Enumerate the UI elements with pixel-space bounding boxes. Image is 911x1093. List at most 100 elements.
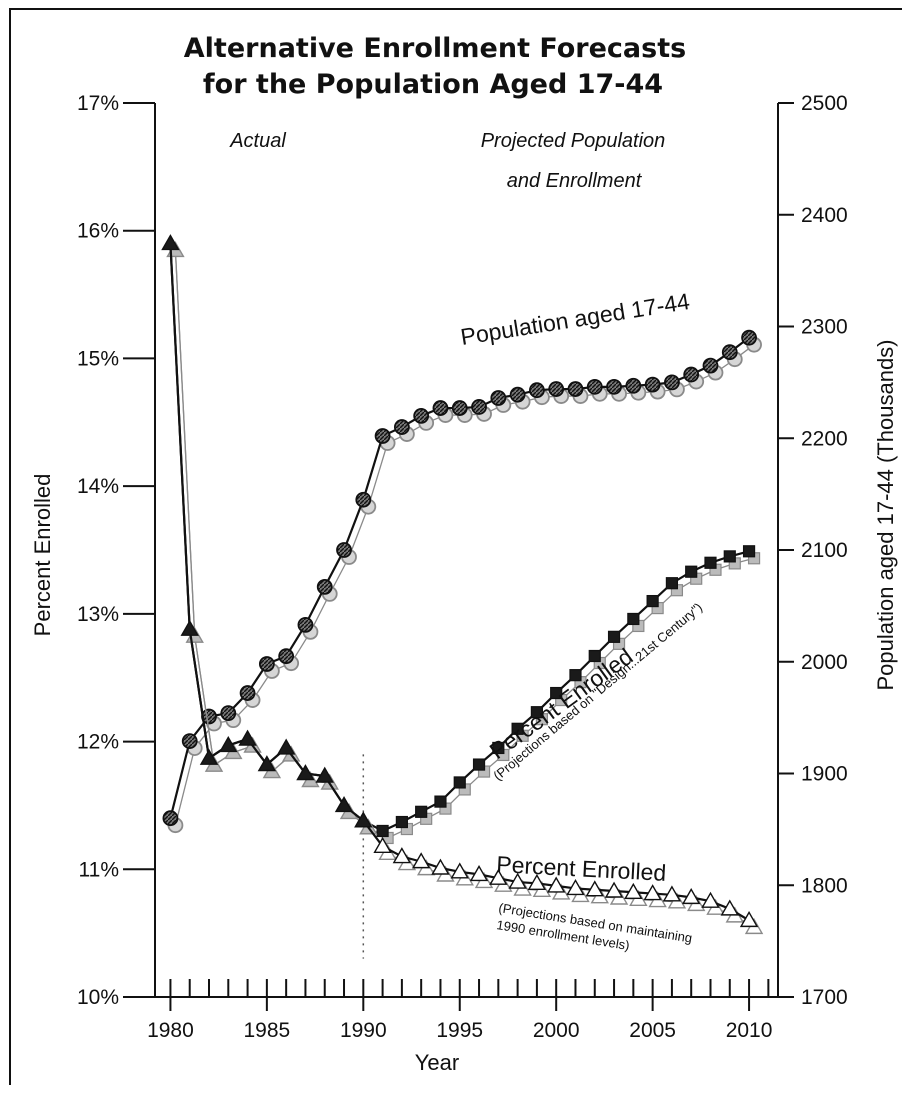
population-point: [586, 378, 603, 395]
design-point: [376, 824, 389, 838]
series-population: [162, 329, 757, 827]
design-point: [588, 649, 601, 663]
population-point: [258, 656, 275, 672]
y-right-tick-label: 2000: [801, 651, 848, 674]
y-left-tick-label: 10%: [77, 986, 119, 1009]
population-point: [432, 400, 449, 416]
population-point: [509, 386, 526, 403]
design-point: [685, 565, 698, 578]
region-label-projected-2: and Enrollment: [507, 170, 643, 192]
maintain-point: [681, 887, 701, 905]
maintain-point: [199, 748, 219, 765]
design-point: [395, 815, 408, 829]
y-right-tick-label: 2100: [801, 539, 848, 562]
maintain-point: [701, 891, 720, 908]
x-tick-label: 2010: [726, 1019, 773, 1042]
region-label-actual: Actual: [229, 130, 286, 152]
population-point: [278, 648, 295, 665]
design-point: [723, 550, 736, 563]
population-point: [683, 366, 700, 383]
y-right-tick-label: 1900: [801, 763, 848, 786]
maintain-point: [739, 910, 759, 928]
region-label-projected-1: Projected Population: [481, 130, 666, 152]
x-tick-label: 2000: [533, 1019, 580, 1042]
design-point: [472, 758, 486, 771]
design-point: [742, 545, 756, 558]
y-axis-left-label: Percent Enrolled: [30, 474, 55, 637]
population-point: [413, 407, 430, 424]
maintain-point: [219, 735, 238, 753]
maintain-point: [315, 766, 334, 783]
maintain-point: [624, 882, 643, 899]
y-left-tick-label: 17%: [77, 92, 119, 115]
maintain-point: [392, 847, 412, 864]
design-point: [415, 805, 428, 818]
maintain-point: [508, 872, 527, 889]
design-point: [530, 706, 544, 719]
annotation-design-percent-enrolled: Percent Enrolled: [485, 643, 638, 764]
maintain-point: [489, 868, 508, 885]
design-point: [569, 669, 582, 682]
y-left-tick-label: 13%: [77, 603, 119, 626]
maintain-point: [546, 876, 566, 893]
axes: 10% 11% 12% 13% 14% 15% 16% 17% 1700 1800 1900 2000…: [77, 92, 848, 1042]
maintain-point: [276, 738, 296, 755]
maintain-point: [161, 234, 180, 251]
population-point: [548, 381, 565, 397]
population-point: [721, 344, 738, 361]
design-point: [453, 776, 466, 789]
figure-frame: [9, 8, 902, 1085]
maintain-point: [334, 796, 354, 813]
y-axis-right-label: Population aged 17-44 (Thousands): [873, 339, 898, 690]
y-left-tick-label: 11%: [79, 858, 119, 881]
design-point: [492, 741, 505, 755]
series-layer: [161, 234, 764, 935]
maintain-point: [238, 729, 257, 746]
y-left-tick-label: 14%: [77, 475, 119, 498]
population-point: [181, 733, 198, 749]
population-point: [644, 376, 661, 393]
x-tick-label: 1990: [340, 1019, 387, 1042]
design-point: [434, 795, 447, 808]
chart-subtitle: for the Population Aged 17-44: [203, 69, 663, 100]
population-point: [374, 428, 391, 444]
design-point: [607, 630, 621, 643]
y-left-tick-label: 12%: [77, 731, 119, 754]
x-axis-label: Year: [415, 1050, 459, 1075]
maintain-point: [643, 884, 662, 901]
y-right-tick-label: 2400: [801, 204, 848, 227]
population-point: [162, 810, 179, 827]
population-point: [393, 419, 410, 435]
maintain-point: [662, 885, 682, 902]
maintain-point: [604, 881, 624, 898]
population-point: [490, 390, 507, 406]
population-point: [355, 491, 372, 508]
design-point: [665, 577, 679, 590]
population-point: [702, 357, 719, 374]
y-right-tick-label: 2200: [801, 427, 848, 450]
maintain-point: [450, 862, 469, 879]
population-point: [741, 329, 757, 346]
y-right-tick-label: 1700: [801, 986, 848, 1009]
population-point: [567, 381, 584, 397]
maintain-point: [469, 864, 489, 882]
population-point: [297, 616, 314, 633]
maintain-point: [431, 858, 450, 875]
maintain-point: [180, 619, 199, 636]
population-point: [471, 399, 487, 415]
design-point: [704, 556, 717, 569]
x-tick-label: 2005: [629, 1019, 676, 1042]
maintain-point: [257, 755, 277, 772]
maintain-point: [566, 879, 585, 896]
series-maintain: [161, 234, 759, 928]
x-tick-label: 1980: [147, 1019, 194, 1042]
y-left-tick-label: 16%: [77, 220, 119, 243]
population-point: [336, 542, 352, 558]
chart-title: Alternative Enrollment Forecasts: [184, 33, 686, 64]
maintain-point: [373, 836, 392, 853]
maintain-point: [720, 899, 739, 916]
population-point: [625, 377, 642, 394]
population-point: [239, 685, 256, 701]
design-point: [511, 722, 524, 735]
